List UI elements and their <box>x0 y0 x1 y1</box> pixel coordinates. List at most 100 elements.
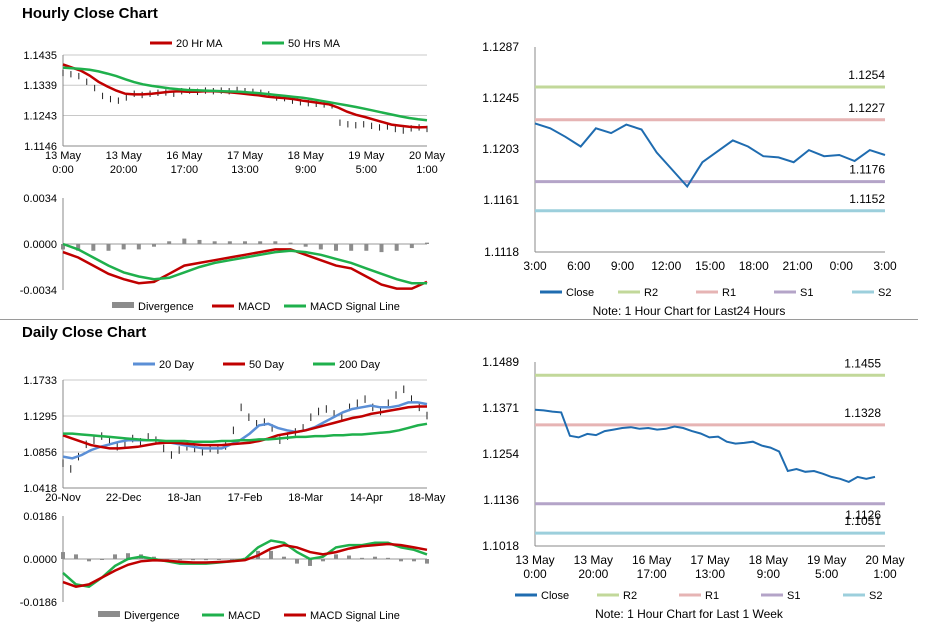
y-tick-label: 0.0000 <box>23 239 57 251</box>
macd-signal-line-line <box>62 542 428 588</box>
divergence-bar <box>61 244 65 250</box>
divergence-bar <box>334 244 338 251</box>
y-tick-label: 0.0000 <box>23 554 57 566</box>
divergence-bar <box>182 238 187 244</box>
x-tick-label: 3:00 <box>873 259 897 273</box>
divergence-bar <box>273 241 278 244</box>
y-tick-label: 1.1018 <box>482 539 519 553</box>
x-tick-label: 0:00 <box>523 567 547 581</box>
legend-label: Close <box>541 590 569 602</box>
divergence-bar <box>178 559 182 561</box>
x-tick-label: 13 May <box>106 150 143 162</box>
legend-label: 50 Hrs MA <box>288 38 341 50</box>
y-tick-label: 1.1161 <box>483 193 519 207</box>
divergence-bar <box>204 559 208 561</box>
legend-label: 50 Day <box>249 359 284 371</box>
x-tick-label: 3:00 <box>523 259 547 273</box>
x-tick-label: 14-Apr <box>350 492 383 504</box>
y-tick-label: 1.1118 <box>484 245 519 259</box>
divergence-bar <box>91 244 96 251</box>
legend-label: S2 <box>869 590 882 602</box>
s2-value-label: 1.1152 <box>849 192 885 206</box>
x-tick-label: 20:00 <box>110 164 138 175</box>
x-tick-label: 20-Nov <box>45 492 81 504</box>
legend-label: S2 <box>878 287 891 299</box>
legend-label: Close <box>566 287 594 299</box>
x-tick-label: 9:00 <box>295 164 316 175</box>
s2-value-label: 1.1051 <box>844 514 881 528</box>
close-line <box>534 122 886 189</box>
divergence-bar <box>379 244 384 253</box>
y-tick-label: 1.1489 <box>482 355 519 369</box>
legend-swatch <box>98 611 120 617</box>
x-tick-label: 18 May <box>288 150 325 162</box>
legend-label: R2 <box>644 287 658 299</box>
20-day-line <box>62 401 428 460</box>
hourly-levels-chart: 1.1287 1.1245 1.1203 1.1161 1.1118 1.1254 1.12… <box>482 40 897 315</box>
divergence-bar <box>394 244 399 251</box>
y-tick-label: 0.0186 <box>23 511 57 523</box>
x-tick-label: 13 May <box>45 150 82 162</box>
legend-label: S1 <box>800 287 813 299</box>
divergence-bar <box>100 559 104 560</box>
x-tick-label: 19 May <box>807 553 846 567</box>
x-tick-label: 17-Feb <box>228 492 263 504</box>
x-tick-label: 13:00 <box>231 164 259 175</box>
macd-line <box>62 539 428 589</box>
x-tick-label: 21:00 <box>782 259 812 273</box>
divergence-bar <box>87 559 91 562</box>
divergence-bar <box>269 550 273 559</box>
legend-label: R1 <box>722 287 736 299</box>
y-tick-label: 1.1254 <box>482 447 519 461</box>
y-tick-label: 0.0034 <box>23 193 57 205</box>
divergence-bar <box>167 241 172 244</box>
daily-levels-chart: 1.1489 1.1371 1.1254 1.1136 1.1018 1.1455 1.13… <box>482 355 904 621</box>
macd-line <box>62 248 428 290</box>
divergence-bar <box>386 557 390 559</box>
divergence-bar <box>295 559 299 564</box>
s1-value-label: 1.1126 <box>845 508 881 522</box>
legend-label: MACD <box>238 301 270 313</box>
x-tick-label: 20:00 <box>578 567 608 581</box>
y-tick-label: 1.1371 <box>482 401 519 415</box>
divergence-bar <box>303 244 308 247</box>
divergence-bar <box>409 244 414 249</box>
x-tick-label: 13 May <box>574 553 613 567</box>
divergence-bar <box>321 559 325 562</box>
x-tick-label: 15:00 <box>695 259 725 273</box>
y-tick-label: 1.1339 <box>23 80 57 92</box>
x-tick-label: 17 May <box>690 553 729 567</box>
50-hrs-ma-line <box>62 66 428 122</box>
divergence-bar <box>425 242 429 244</box>
y-tick-label: 1.1203 <box>482 142 519 156</box>
divergence-bar <box>126 553 130 559</box>
divergence-bar <box>373 556 377 559</box>
legend-label: Divergence <box>124 610 180 622</box>
x-tick-label: 18-Jan <box>168 492 202 504</box>
divergence-bar <box>113 554 117 559</box>
y-tick-label: 1.1243 <box>23 110 57 122</box>
y-tick-label: 1.1733 <box>23 375 57 387</box>
divergence-bar <box>282 556 286 559</box>
divergence-bar <box>347 555 351 559</box>
y-tick-label: 1.1136 <box>483 493 519 507</box>
legend-swatch <box>112 302 134 308</box>
divergence-bar <box>318 244 323 250</box>
divergence-bar <box>243 241 247 244</box>
legend-label: MACD Signal Line <box>310 301 400 313</box>
divergence-bar <box>136 244 141 250</box>
200-day-line <box>63 422 428 444</box>
legend-label: MACD Signal Line <box>310 610 400 622</box>
section-divider <box>0 319 918 320</box>
divergence-bar <box>76 244 81 251</box>
x-tick-label: 18-Mar <box>288 492 323 504</box>
divergence-bar <box>364 244 369 251</box>
divergence-bar <box>61 552 65 559</box>
y-tick-label: 1.1245 <box>482 91 519 105</box>
y-tick-label: 1.1295 <box>23 411 57 423</box>
x-tick-label: 22-Dec <box>106 492 142 504</box>
y-tick-label: -0.0186 <box>20 597 57 609</box>
legend-label: R2 <box>623 590 637 602</box>
close-line <box>534 408 876 483</box>
r1-value-label: 1.1328 <box>844 406 881 420</box>
